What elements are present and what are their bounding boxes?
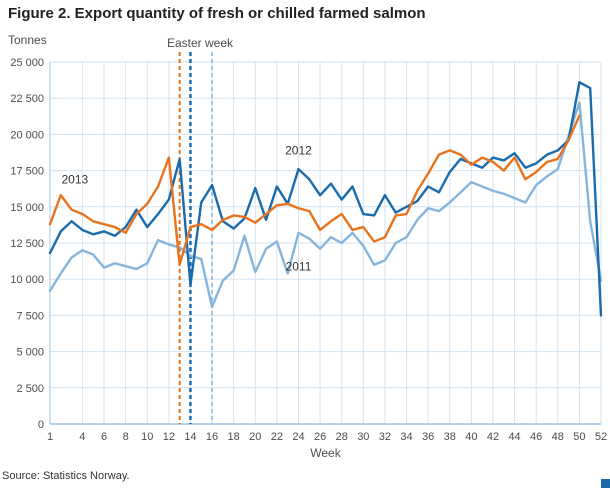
source-note: Source: Statistics Norway. xyxy=(2,470,130,482)
svg-text:2 500: 2 500 xyxy=(16,383,44,395)
svg-text:20 000: 20 000 xyxy=(10,129,44,141)
y-tick-labels: 0 2 500 5 000 7 500 10 000 12 500 15 000 17 500… xyxy=(10,57,44,431)
svg-text:6: 6 xyxy=(101,431,107,443)
svg-text:17 500: 17 500 xyxy=(10,166,44,178)
svg-text:28: 28 xyxy=(336,431,348,443)
svg-text:12: 12 xyxy=(163,431,175,443)
series-line-2013 xyxy=(48,114,581,266)
series-label-2011: 2011 xyxy=(286,260,312,274)
svg-text:38: 38 xyxy=(444,431,456,443)
svg-text:18: 18 xyxy=(228,431,240,443)
svg-text:20: 20 xyxy=(249,431,261,443)
svg-text:26: 26 xyxy=(314,431,326,443)
svg-text:0: 0 xyxy=(38,419,44,431)
svg-text:42: 42 xyxy=(487,431,499,443)
svg-text:22: 22 xyxy=(271,431,283,443)
svg-text:4: 4 xyxy=(79,431,85,443)
easter-week-lines xyxy=(178,52,213,424)
svg-text:8: 8 xyxy=(123,431,129,443)
svg-text:32: 32 xyxy=(379,431,391,443)
svg-text:30: 30 xyxy=(357,431,369,443)
svg-text:44: 44 xyxy=(508,431,520,443)
svg-text:36: 36 xyxy=(422,431,434,443)
svg-text:25 000: 25 000 xyxy=(10,57,44,69)
svg-text:24: 24 xyxy=(292,431,304,443)
x-axis-title: Week xyxy=(310,446,341,460)
x-tick-labels: 1 4 6 8 10 12 14 16 18 20 22 24 26 28 30 32 34 36 38 40 42 44… xyxy=(47,431,607,443)
y-axis-unit-label: Tonnes xyxy=(8,33,47,47)
series-label-2012: 2012 xyxy=(285,144,312,158)
svg-text:15 000: 15 000 xyxy=(10,202,44,214)
svg-text:40: 40 xyxy=(465,431,477,443)
svg-text:52: 52 xyxy=(595,431,607,443)
series-line-2012 xyxy=(48,81,603,317)
svg-text:34: 34 xyxy=(400,431,412,443)
svg-text:1: 1 xyxy=(47,431,53,443)
svg-text:12 500: 12 500 xyxy=(10,238,44,250)
svg-text:5 000: 5 000 xyxy=(16,347,44,359)
svg-text:46: 46 xyxy=(530,431,542,443)
svg-text:14: 14 xyxy=(184,431,196,443)
svg-text:10 000: 10 000 xyxy=(10,274,44,286)
series-labels: 2013 2012 2011 xyxy=(61,144,312,274)
ssb-corner-mark xyxy=(601,479,610,488)
svg-text:50: 50 xyxy=(573,431,585,443)
svg-text:22 500: 22 500 xyxy=(10,93,44,105)
figure-title: Figure 2. Export quantity of fresh or ch… xyxy=(8,5,426,22)
easter-week-annotation: Easter week xyxy=(167,36,234,50)
series-line-2011 xyxy=(48,101,603,308)
svg-text:16: 16 xyxy=(206,431,218,443)
svg-text:7 500: 7 500 xyxy=(16,310,44,322)
svg-text:10: 10 xyxy=(141,431,153,443)
series-label-2013: 2013 xyxy=(61,173,88,187)
svg-text:48: 48 xyxy=(552,431,564,443)
